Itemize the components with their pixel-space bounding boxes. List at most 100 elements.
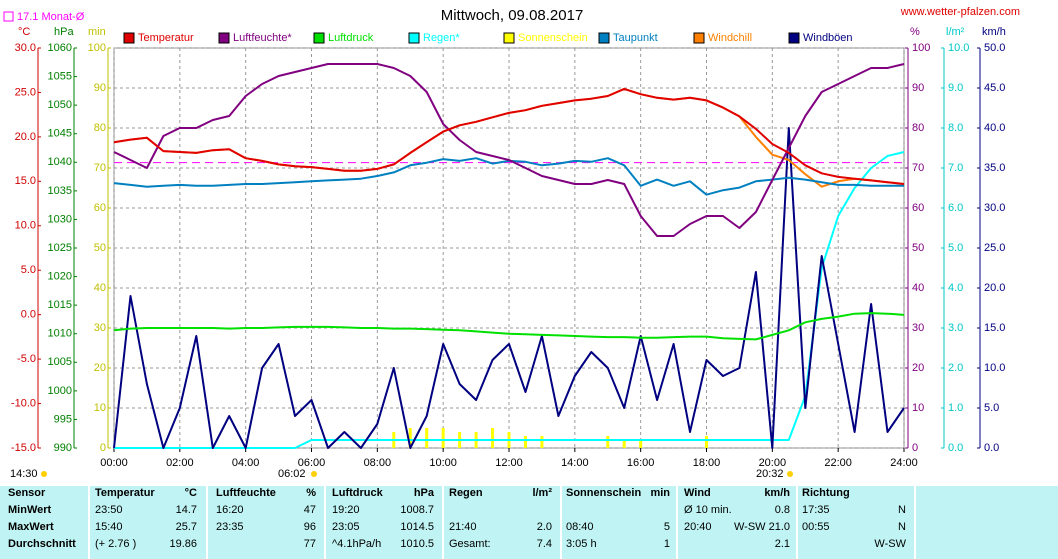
y-tick-label: 40: [94, 282, 106, 294]
table-cell: 2.1: [774, 538, 790, 550]
y-axis-title: km/h: [982, 26, 1006, 38]
y-tick-label: 9.0: [948, 82, 963, 94]
y-tick-label: 100: [912, 42, 930, 54]
table-cell: N: [898, 521, 906, 533]
series-line: [113, 127, 905, 449]
table-cell: Regen: [449, 487, 483, 499]
sunrise-icon: [311, 471, 317, 477]
table-cell: 17:35: [802, 504, 830, 516]
table-cell: 16:20: [216, 504, 244, 516]
y-axis-title: min: [88, 26, 106, 38]
table-cell: 1008.7: [400, 504, 434, 516]
y-tick-label: 6.0: [948, 202, 963, 214]
legend-label: Taupunkt: [613, 32, 658, 44]
y-tick-label: -15.0: [11, 442, 36, 454]
table-cell: Ø 10 min.: [684, 504, 732, 516]
table-cell: N: [898, 504, 906, 516]
sunshine-bar: [540, 436, 544, 448]
x-tick-label: 10:00: [429, 457, 457, 469]
table-cell: W-SW 21.0: [733, 521, 790, 533]
x-tick-label: 08:00: [364, 457, 392, 469]
table-cell: Richtung: [802, 487, 850, 499]
table-cell: %: [306, 487, 316, 499]
y-tick-label: 20: [94, 362, 106, 374]
y-tick-label: 40.0: [984, 122, 1005, 134]
x-tick-label: 20:00: [759, 457, 787, 469]
separator: [914, 486, 916, 559]
legend-swatch: [313, 32, 325, 44]
y-tick-label: 90: [94, 82, 106, 94]
y-tick-label: 20.0: [984, 282, 1005, 294]
y-tick-label: 2.0: [948, 362, 963, 374]
y-tick-label: 50: [912, 242, 924, 254]
y-tick-label: 1015: [48, 299, 72, 311]
sunshine-bar: [606, 436, 610, 448]
x-tick-label: 16:00: [627, 457, 655, 469]
table-cell: l/m²: [532, 487, 552, 499]
y-tick-label: 0.0: [21, 309, 36, 321]
table-cell: Luftfeuchte: [216, 487, 276, 499]
table-cell: km/h: [764, 487, 790, 499]
y-tick-label: 60: [94, 202, 106, 214]
separator: [676, 486, 678, 559]
series-line: [113, 87, 905, 185]
sunshine-bar: [523, 436, 527, 448]
y-tick-label: 10.0: [15, 220, 36, 232]
y-tick-label: 5.0: [21, 264, 36, 276]
y-tick-label: 1025: [48, 242, 72, 254]
y-tick-label: 60: [912, 202, 924, 214]
table-cell: °C: [184, 487, 197, 499]
x-tick-label: 02:00: [166, 457, 194, 469]
current-time: 14:30: [10, 468, 38, 480]
table-cell: min: [650, 487, 670, 499]
sun-icon: [41, 471, 47, 477]
table-cell: W-SW: [874, 538, 906, 550]
sunset-icon: [787, 471, 793, 477]
legend-label: Luftdruck: [328, 32, 374, 44]
sunset-time: 20:32: [756, 468, 784, 480]
y-axis-title: l/m²: [946, 26, 965, 38]
y-tick-label: 1040: [48, 156, 72, 168]
x-tick-label: 00:00: [100, 457, 128, 469]
legend-label: Regen*: [423, 32, 460, 44]
x-tick-label: 06:00: [298, 457, 326, 469]
table-cell: 25.7: [175, 521, 197, 533]
y-tick-label: 10.0: [948, 42, 969, 54]
legend-swatch: [123, 32, 135, 44]
table-cell: Durchschnitt: [8, 538, 76, 550]
y-tick-label: 35.0: [984, 162, 1005, 174]
y-tick-label: 50.0: [984, 42, 1005, 54]
y-tick-label: 1055: [48, 70, 72, 82]
y-tick-label: 15.0: [984, 322, 1005, 334]
x-tick-label: 24:00: [890, 457, 918, 469]
y-tick-label: 30.0: [984, 202, 1005, 214]
table-cell: 1: [663, 538, 670, 550]
table-cell: Sensor: [8, 487, 46, 499]
y-axis-title: °C: [18, 26, 30, 38]
y-tick-label: 1010: [48, 328, 72, 340]
y-tick-label: 100: [88, 42, 106, 54]
separator: [442, 486, 444, 559]
legend-swatch: [693, 32, 705, 44]
separator: [560, 486, 562, 559]
separator: [796, 486, 798, 559]
table-cell: MaxWert: [8, 521, 54, 533]
y-tick-label: 1000: [48, 385, 72, 397]
sunshine-bar: [639, 440, 643, 448]
x-tick-label: 12:00: [495, 457, 523, 469]
legend-label: Temperatur: [138, 32, 194, 44]
y-tick-label: 10: [94, 402, 106, 414]
series-line: [113, 312, 905, 341]
table-cell: Wind: [684, 487, 711, 499]
table-cell: Temperatur: [95, 487, 155, 499]
table-cell: 96: [303, 521, 316, 533]
y-tick-label: 15.0: [15, 175, 36, 187]
table-cell: 15:40: [95, 521, 123, 533]
y-tick-label: 90: [912, 82, 924, 94]
legend-swatch: [598, 32, 610, 44]
table-cell: 19:20: [332, 504, 360, 516]
y-tick-label: 80: [94, 122, 106, 134]
sunshine-bar: [622, 440, 626, 448]
y-tick-label: 10: [912, 402, 924, 414]
